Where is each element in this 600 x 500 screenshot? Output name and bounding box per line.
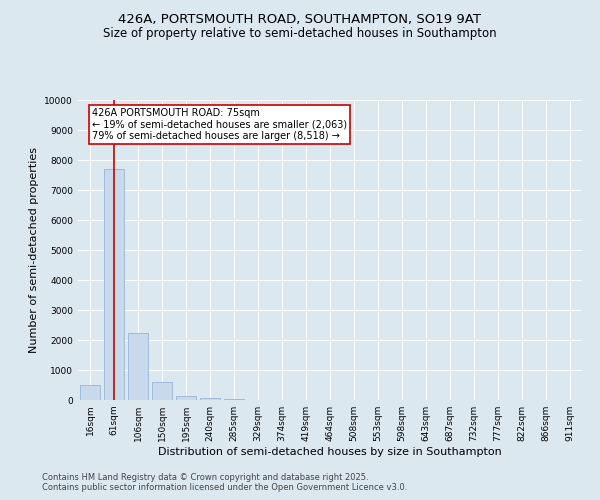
Text: Contains HM Land Registry data © Crown copyright and database right 2025.: Contains HM Land Registry data © Crown c… bbox=[42, 472, 368, 482]
Bar bbox=[176, 396, 196, 400]
Bar bbox=[152, 382, 172, 400]
Bar bbox=[128, 332, 148, 400]
Text: Contains public sector information licensed under the Open Government Licence v3: Contains public sector information licen… bbox=[42, 484, 407, 492]
X-axis label: Distribution of semi-detached houses by size in Southampton: Distribution of semi-detached houses by … bbox=[158, 447, 502, 457]
Bar bbox=[104, 169, 124, 400]
Text: 426A PORTSMOUTH ROAD: 75sqm
← 19% of semi-detached houses are smaller (2,063)
79: 426A PORTSMOUTH ROAD: 75sqm ← 19% of sem… bbox=[92, 108, 347, 140]
Text: 426A, PORTSMOUTH ROAD, SOUTHAMPTON, SO19 9AT: 426A, PORTSMOUTH ROAD, SOUTHAMPTON, SO19… bbox=[119, 12, 482, 26]
Bar bbox=[200, 398, 220, 400]
Y-axis label: Number of semi-detached properties: Number of semi-detached properties bbox=[29, 147, 39, 353]
Bar bbox=[80, 385, 100, 400]
Text: Size of property relative to semi-detached houses in Southampton: Size of property relative to semi-detach… bbox=[103, 28, 497, 40]
